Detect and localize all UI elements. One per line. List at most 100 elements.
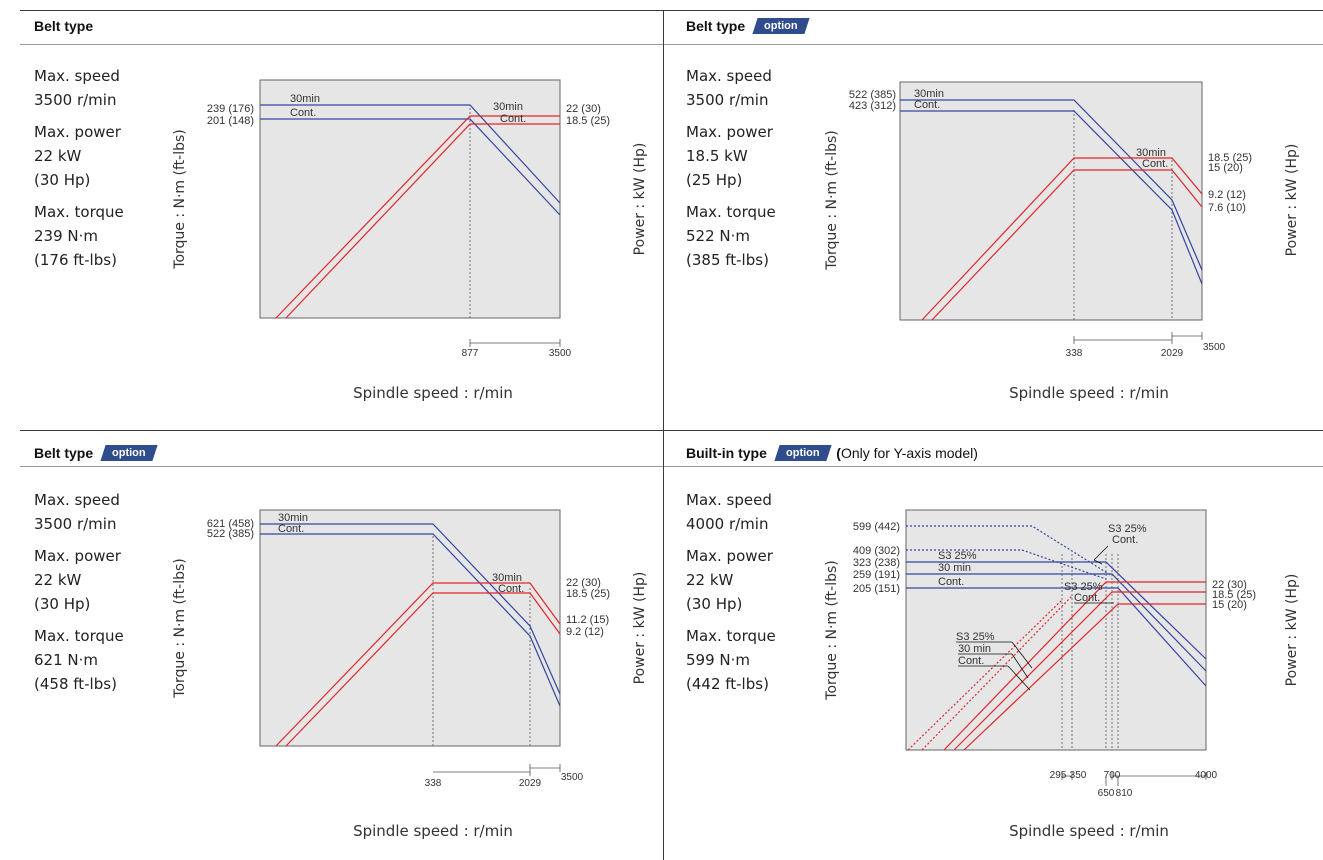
q3-note-text: Only for Y-axis model) (840, 445, 978, 461)
q2-heading: Belt type option (34, 441, 158, 465)
q0-torque-curve-label-0: 30min (290, 93, 320, 105)
q3-leader-line-6 (1011, 653, 1029, 679)
q1-specs: Max. speed 3500 r/min Max. power 18.5 kW (25… (686, 64, 826, 280)
q3-option-badge: option (774, 444, 831, 461)
q3-leader-line-1 (1093, 559, 1103, 565)
q1-power-curve-label-0: 30min (1136, 147, 1166, 159)
q3-power-curve-label-0: S3 25% (1064, 581, 1103, 593)
heading-rule-top (20, 44, 1323, 45)
q1-option-badge-label: option (764, 19, 798, 32)
q3-spec-2-value-0: 599 N·m (686, 651, 750, 669)
middle-rule (20, 430, 1323, 431)
q3-torque-curve-label-0: S3 25% (1108, 523, 1147, 535)
q3-spec-0-label: Max. speed (686, 491, 772, 509)
q1-ylabel-right: Power : kW (Hp) (1284, 144, 1300, 257)
q1-torque-label-1: 423 (312) (849, 100, 896, 112)
q3-power-label-1: 18.5 (25) (1212, 589, 1256, 601)
q0-spec-1-value-0: 22 kW (34, 147, 82, 165)
column-divider (663, 10, 664, 860)
q1-spec-1-value-0: 18.5 kW (686, 147, 748, 165)
q1-spec-2-label: Max. torque (686, 203, 776, 221)
q2-power-label-0: 22 (30) (566, 577, 601, 589)
q0-plot-area (259, 79, 561, 319)
q3-plot-area (905, 509, 1207, 751)
q3-curve-7 (963, 603, 1206, 751)
q3-spec-2-label: Max. torque (686, 627, 776, 645)
q1-torque-label-0: 522 (385) (849, 89, 896, 101)
q1-spec-1-value-1: (25 Hp) (686, 171, 743, 189)
q0-torque-label-1: 201 (148) (207, 115, 254, 127)
q2-ylabel-right: Power : kW (Hp) (632, 572, 648, 685)
q1-torque-curve-label-1: Cont. (914, 99, 940, 111)
q1-curve-1 (900, 110, 1203, 285)
q1-power-label-0: 18.5 (25) (1208, 152, 1252, 164)
q3-torque-label-3: 259 (191) (853, 569, 900, 581)
q2-curve-1 (260, 533, 561, 707)
q2-spec-2-value-0: 621 N·m (34, 651, 98, 669)
q1-spec-2: Max. torque 522 N·m (385 ft-lbs) (686, 200, 826, 272)
q1-spec-0: Max. speed 3500 r/min (686, 64, 826, 112)
q1-spec-1: Max. power 18.5 kW (25 Hp) (686, 120, 826, 192)
q3-spec-1-value-0: 22 kW (686, 571, 734, 589)
q1-power-label-3: 7.6 (10) (1208, 202, 1246, 214)
q0-heading-title: Belt type (34, 18, 94, 34)
q1-x-tick-0: 338 (1066, 348, 1083, 359)
q0-ylabel-right: Power : kW (Hp) (632, 143, 648, 256)
q2-power-label-3: 9.2 (12) (566, 626, 604, 638)
q1-power-label-2: 9.2 (12) (1208, 189, 1246, 201)
q3-x-tick-0: 295 (1050, 770, 1067, 781)
q0-power-curve-label-0: 30min (493, 101, 523, 113)
q3-ylabel-right: Power : kW (Hp) (1284, 574, 1300, 687)
q2-power-label-2: 11.2 (15) (566, 614, 609, 626)
q3-spec-0-value-0: 4000 r/min (686, 515, 769, 533)
q3-heading-note: (Only for Y-axis model) (836, 445, 978, 461)
q3-heading-title: Built-in type (686, 445, 767, 461)
q2-torque-curve-label-1: Cont. (278, 523, 304, 535)
q1-x-tick-1: 2029 (1161, 348, 1184, 359)
q0-x-tick-1: 3500 (549, 348, 572, 359)
q3-torque-curve-label-2: S3 25% (938, 550, 977, 562)
q2-ylabel-left: Torque : N·m (ft-lbs) (172, 558, 188, 698)
q0-curve-0 (260, 104, 561, 204)
q0-curve-1 (260, 118, 561, 216)
q1-curve-2 (921, 157, 1203, 321)
q2-x-tick-0: 338 (425, 778, 442, 789)
q2-x-tick-1: 2029 (519, 778, 542, 789)
q2-option-badge: option (100, 444, 158, 461)
q0-spec-1: Max. power 22 kW (30 Hp) (34, 120, 174, 192)
q2-option-badge-label: option (112, 446, 146, 459)
q3-spec-2-value-1: (442 ft-lbs) (686, 675, 769, 693)
q0-curve-3 (285, 123, 560, 319)
q3-xlabel: Spindle speed : r/min (1009, 822, 1169, 840)
q1-spec-2-value-1: (385 ft-lbs) (686, 251, 769, 269)
q3-note-paren: ( (836, 445, 841, 461)
q0-heading: Belt type (34, 14, 93, 38)
q2-spec-1: Max. power 22 kW (30 Hp) (34, 544, 174, 616)
q2-spec-2: Max. torque 621 N·m (458 ft-lbs) (34, 624, 174, 696)
q2-torque-label-1: 522 (385) (207, 528, 254, 540)
q1-xlabel: Spindle speed : r/min (1009, 384, 1169, 402)
q3-torque-curve-label-1: Cont. (1112, 534, 1138, 546)
q2-spec-1-value-0: 22 kW (34, 571, 82, 589)
q0-x-tick-0: 877 (462, 348, 479, 359)
q3-curve-2 (906, 573, 1207, 672)
q1-heading: Belt type option (686, 14, 810, 38)
q2-curve-0 (260, 523, 561, 695)
q2-spec-1-label: Max. power (34, 547, 121, 565)
q3-torque-curve-label-4: Cont. (938, 576, 964, 588)
q0-xlabel: Spindle speed : r/min (353, 384, 513, 402)
q0-spec-0-value-0: 3500 r/min (34, 91, 117, 109)
q3-ylabel-left: Torque : N·m (ft-lbs) (824, 560, 840, 700)
q0-spec-0-label: Max. speed (34, 67, 120, 85)
q3-x-tick-2: 700 (1104, 770, 1121, 781)
q0-specs: Max. speed 3500 r/min Max. power 22 kW (30 H… (34, 64, 174, 280)
q2-x-tick-2: 3500 (561, 772, 584, 783)
q3-chart: 599 (442) 409 (302)323 (238)259 (191) 205 … (824, 509, 1300, 840)
q1-spec-0-value-0: 3500 r/min (686, 91, 769, 109)
q2-spec-1-value-1: (30 Hp) (34, 595, 91, 613)
q1-plot-area (899, 81, 1203, 321)
q3-curve-5 (943, 581, 1206, 751)
q3-x-tick-bottom-0: 650 (1098, 788, 1115, 799)
q1-option-badge: option (752, 17, 810, 34)
